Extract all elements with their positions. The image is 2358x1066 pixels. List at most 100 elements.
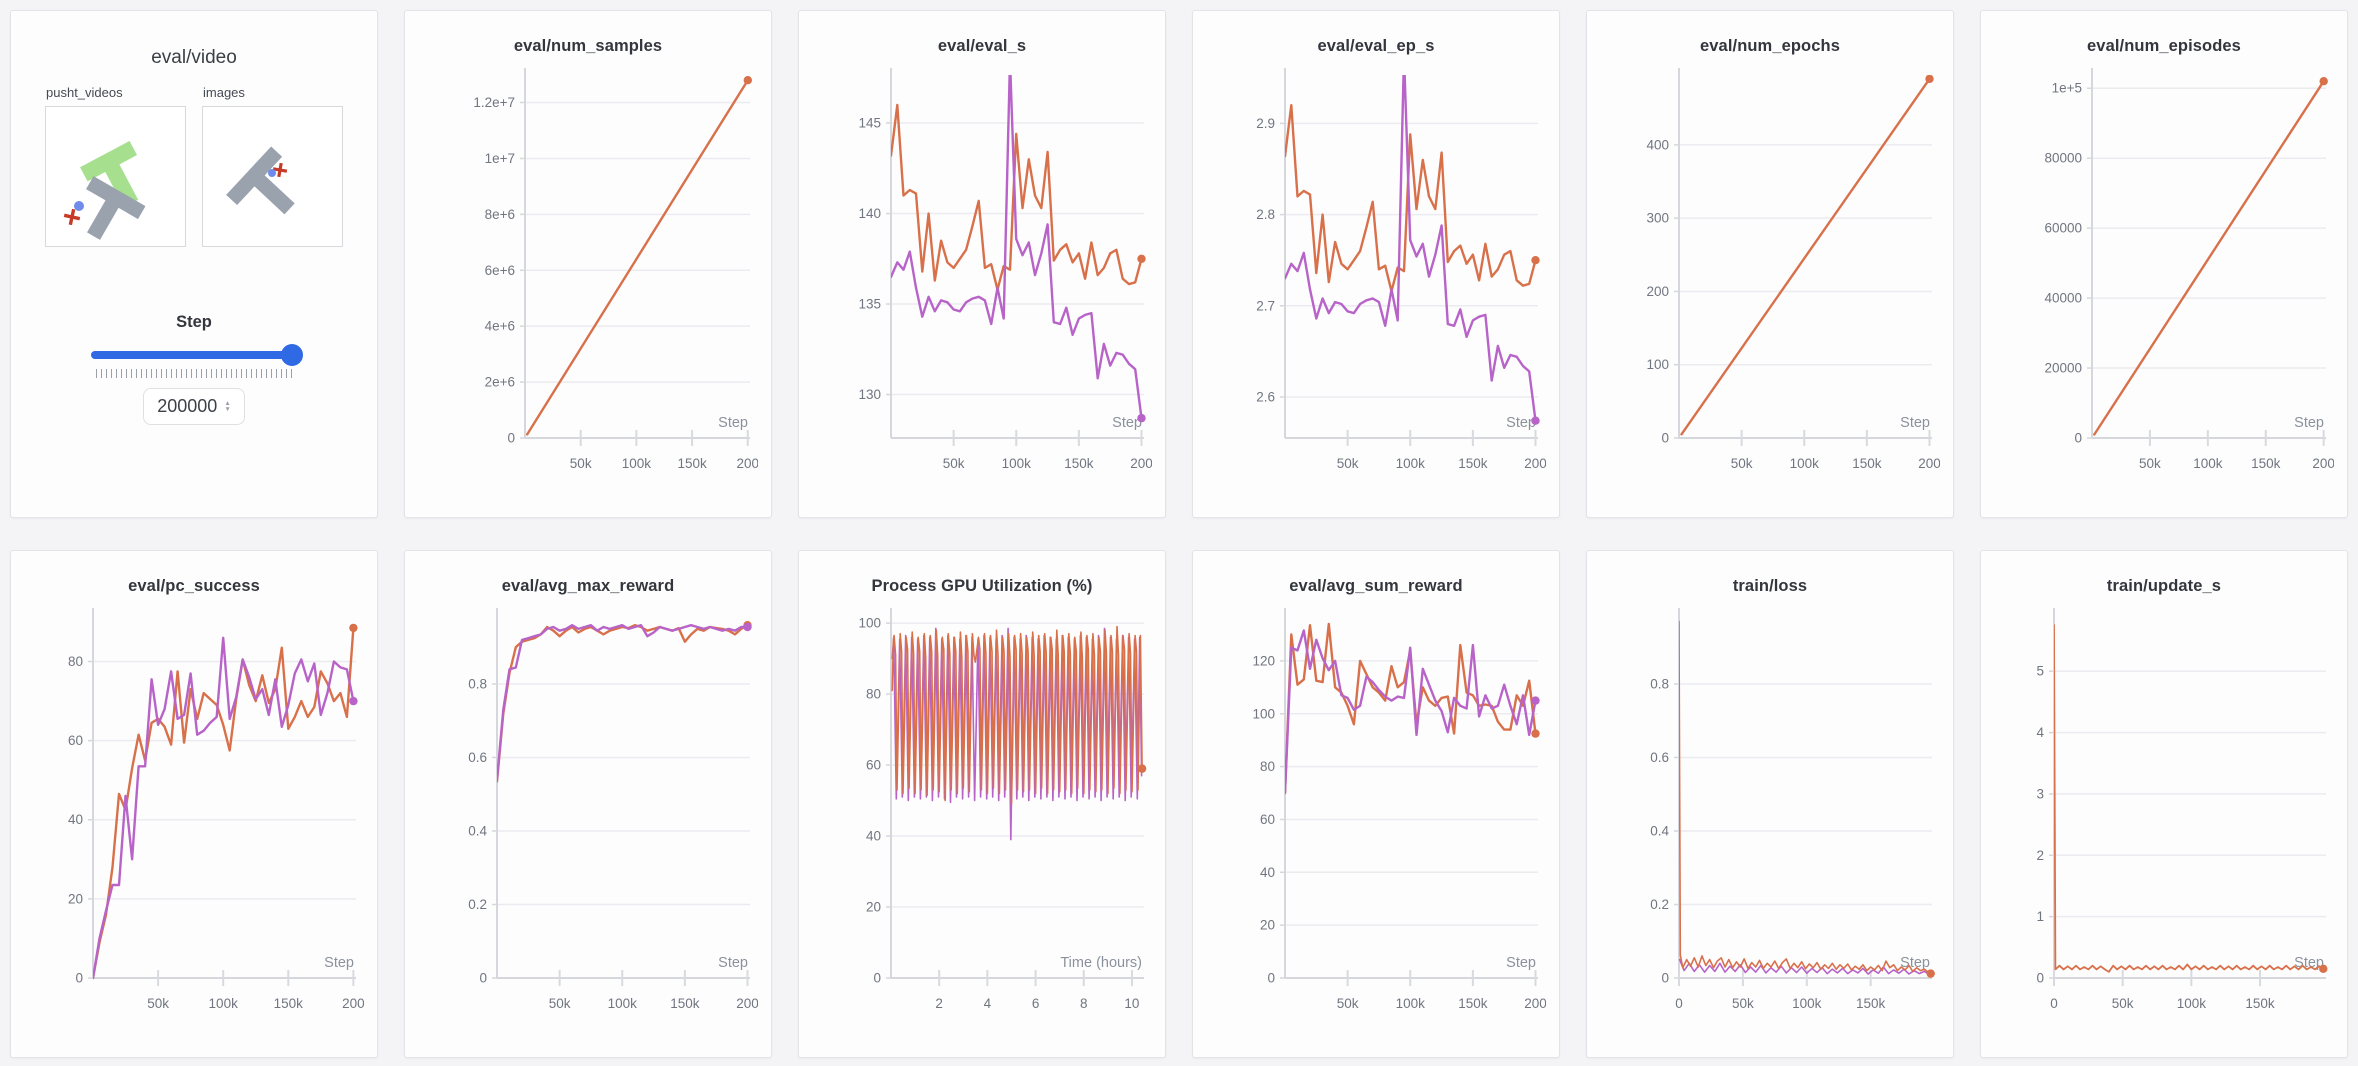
svg-text:2e+6: 2e+6 bbox=[485, 375, 515, 390]
svg-text:2.6: 2.6 bbox=[1256, 389, 1275, 404]
svg-text:80: 80 bbox=[1260, 759, 1275, 774]
panel-train-update-s: train/update_s 0 1 2 3 4 5 0 50k 100k 150k Step bbox=[1980, 550, 2348, 1058]
svg-text:150k: 150k bbox=[1852, 456, 1882, 471]
goal-cross-icon bbox=[272, 162, 288, 178]
chart-gpu-utilization[interactable]: 0 20 40 60 80 100 2 4 6 8 10 Time (hours) bbox=[812, 600, 1152, 1044]
svg-text:150k: 150k bbox=[1458, 996, 1488, 1011]
svg-text:0: 0 bbox=[1661, 971, 1669, 986]
spinner-arrows-icon[interactable]: ▲ ▼ bbox=[224, 400, 231, 413]
svg-text:130: 130 bbox=[858, 387, 881, 402]
svg-text:300: 300 bbox=[1646, 211, 1669, 226]
svg-text:120: 120 bbox=[1252, 653, 1275, 668]
chart-title: eval/avg_sum_reward bbox=[1289, 577, 1463, 595]
media-row: pusht_videos bbox=[11, 85, 377, 247]
svg-text:Step: Step bbox=[324, 955, 354, 971]
panel-eval-eval-ep-s: eval/eval_ep_s 2.6 2.7 2.8 2.9 50k 100k 150k 20… bbox=[1192, 10, 1560, 518]
svg-text:1: 1 bbox=[2036, 909, 2044, 924]
slider-handle[interactable] bbox=[281, 344, 303, 366]
svg-text:50k: 50k bbox=[2139, 456, 2161, 471]
chart-eval-eval-ep-s[interactable]: 2.6 2.7 2.8 2.9 50k 100k 150k 200 Step bbox=[1206, 60, 1546, 504]
svg-text:0: 0 bbox=[75, 971, 83, 986]
chart-title: eval/num_epochs bbox=[1700, 37, 1840, 55]
svg-text:6e+6: 6e+6 bbox=[485, 263, 515, 278]
media-label: pusht_videos bbox=[46, 85, 123, 100]
goal-cross-icon bbox=[63, 208, 81, 226]
svg-text:20: 20 bbox=[1260, 918, 1275, 933]
svg-text:40: 40 bbox=[1260, 865, 1275, 880]
svg-text:200: 200 bbox=[736, 996, 758, 1011]
chart-eval-pc-success[interactable]: 0 20 40 60 80 50k 100k 150k 200 Step bbox=[24, 600, 364, 1044]
svg-text:200: 200 bbox=[1524, 996, 1546, 1011]
svg-text:80000: 80000 bbox=[2044, 151, 2082, 166]
svg-text:100k: 100k bbox=[1396, 456, 1426, 471]
svg-text:0: 0 bbox=[2074, 431, 2082, 446]
chart-eval-num-episodes[interactable]: 0 20000 40000 60000 80000 1e+5 50k 100k 150k 200 S… bbox=[1994, 60, 2334, 504]
panel-eval-pc-success: eval/pc_success 0 20 40 60 80 50k 100k 150k 200 S… bbox=[10, 550, 378, 1058]
svg-text:80: 80 bbox=[866, 687, 881, 702]
svg-text:1e+5: 1e+5 bbox=[2052, 81, 2082, 96]
step-value[interactable]: 200000 bbox=[157, 396, 218, 416]
media-pusht-videos: pusht_videos bbox=[45, 85, 186, 247]
svg-text:200: 200 bbox=[342, 996, 364, 1011]
chart-title: train/update_s bbox=[2106, 577, 2222, 595]
svg-text:60000: 60000 bbox=[2044, 221, 2082, 236]
chart-eval-num-epochs[interactable]: 0 100 200 300 400 50k 100k 150k 200 Step bbox=[1600, 60, 1940, 504]
svg-text:50k: 50k bbox=[1732, 996, 1754, 1011]
svg-text:0: 0 bbox=[479, 971, 487, 986]
svg-text:50k: 50k bbox=[147, 996, 169, 1011]
svg-text:Step: Step bbox=[718, 955, 748, 971]
svg-text:1.2e+7: 1.2e+7 bbox=[473, 95, 515, 110]
pusht-video-thumbnail[interactable] bbox=[45, 106, 186, 247]
svg-text:0.6: 0.6 bbox=[468, 750, 487, 765]
step-slider[interactable] bbox=[91, 344, 303, 366]
images-thumbnail[interactable] bbox=[202, 106, 343, 247]
chart-eval-avg-max-reward[interactable]: 0 0.2 0.4 0.6 0.8 50k 100k 150k 200 Step bbox=[418, 600, 758, 1044]
svg-text:8e+6: 8e+6 bbox=[485, 207, 515, 222]
agent-dot bbox=[268, 169, 276, 177]
svg-text:4e+6: 4e+6 bbox=[485, 319, 515, 334]
panel-eval-num-epochs: eval/num_epochs 0 100 200 300 400 50k 100k 150k… bbox=[1586, 10, 1954, 518]
svg-text:Step: Step bbox=[1112, 415, 1142, 431]
svg-text:0.2: 0.2 bbox=[468, 897, 487, 912]
svg-text:0.2: 0.2 bbox=[1650, 897, 1669, 912]
svg-text:200: 200 bbox=[1130, 456, 1152, 471]
chart-title: eval/num_samples bbox=[513, 37, 663, 55]
svg-text:50k: 50k bbox=[570, 456, 592, 471]
step-label: Step bbox=[176, 313, 212, 331]
svg-text:5: 5 bbox=[2036, 664, 2044, 679]
slider-track[interactable] bbox=[91, 351, 295, 359]
chart-eval-eval-s[interactable]: 130 135 140 145 50k 100k 150k 200 Step bbox=[812, 60, 1152, 504]
chart-eval-avg-sum-reward[interactable]: 0 20 40 60 80 100 120 50k 100k 150k 200 Step bbox=[1206, 600, 1546, 1044]
svg-text:100k: 100k bbox=[1396, 996, 1426, 1011]
pusht-scene bbox=[226, 146, 295, 215]
chart-title: eval/num_episodes bbox=[2087, 37, 2241, 55]
svg-text:1e+7: 1e+7 bbox=[485, 151, 515, 166]
svg-text:50k: 50k bbox=[549, 996, 571, 1011]
svg-text:8: 8 bbox=[1080, 996, 1088, 1011]
svg-text:Step: Step bbox=[718, 415, 748, 431]
panel-train-loss: train/loss 0 0.2 0.4 0.6 0.8 0 50k 100k 150k Step bbox=[1586, 550, 1954, 1058]
svg-text:200: 200 bbox=[1524, 456, 1546, 471]
svg-text:200: 200 bbox=[737, 456, 758, 471]
svg-text:60: 60 bbox=[68, 733, 83, 748]
svg-text:135: 135 bbox=[858, 297, 881, 312]
step-control: Step 200000 ▲ ▼ bbox=[11, 313, 377, 425]
panel-gpu-utilization: Process GPU Utilization (%) 0 20 40 60 80 100… bbox=[798, 550, 1166, 1058]
panel-eval-video: eval/video pusht_videos bbox=[10, 10, 378, 518]
svg-text:3: 3 bbox=[2036, 786, 2044, 801]
step-input[interactable]: 200000 ▲ ▼ bbox=[143, 388, 245, 425]
svg-text:150k: 150k bbox=[1064, 456, 1094, 471]
svg-text:Time (hours): Time (hours) bbox=[1060, 955, 1142, 971]
chart-eval-num-samples[interactable]: 0 2e+6 4e+6 6e+6 8e+6 1e+7 1.2e+7 50k 100k 150k 20… bbox=[418, 60, 758, 504]
chart-title: eval/eval_ep_s bbox=[1317, 37, 1435, 55]
svg-text:6: 6 bbox=[1032, 996, 1040, 1011]
svg-text:200: 200 bbox=[2312, 456, 2334, 471]
svg-text:40000: 40000 bbox=[2044, 291, 2082, 306]
svg-text:100k: 100k bbox=[1790, 456, 1820, 471]
svg-text:100k: 100k bbox=[1002, 456, 1032, 471]
svg-text:145: 145 bbox=[858, 116, 881, 131]
svg-text:80: 80 bbox=[68, 654, 83, 669]
svg-text:20: 20 bbox=[866, 900, 881, 915]
